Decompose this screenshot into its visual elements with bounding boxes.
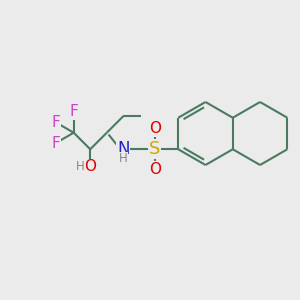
Text: O: O bbox=[84, 159, 96, 174]
Text: H: H bbox=[119, 152, 128, 165]
Text: S: S bbox=[149, 140, 160, 158]
Text: F: F bbox=[69, 104, 78, 119]
Text: H: H bbox=[76, 160, 85, 173]
Text: N: N bbox=[117, 140, 130, 158]
Text: F: F bbox=[51, 115, 60, 130]
Text: O: O bbox=[149, 122, 161, 136]
Text: O: O bbox=[149, 162, 161, 177]
Text: F: F bbox=[51, 136, 60, 151]
